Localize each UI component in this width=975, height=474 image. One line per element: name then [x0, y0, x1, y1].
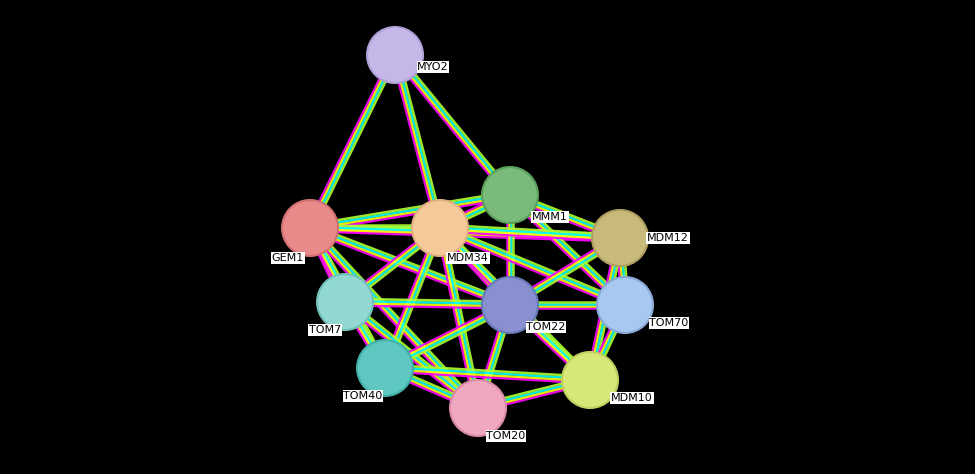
Circle shape [317, 274, 373, 330]
Circle shape [367, 27, 423, 83]
Text: TOM7: TOM7 [309, 325, 341, 335]
Circle shape [562, 352, 618, 408]
Circle shape [482, 277, 538, 333]
Text: MDM10: MDM10 [611, 393, 653, 403]
Circle shape [450, 380, 506, 436]
Text: TOM22: TOM22 [526, 322, 565, 332]
Text: TOM70: TOM70 [649, 318, 688, 328]
Text: MMM1: MMM1 [532, 212, 567, 222]
Text: GEM1: GEM1 [272, 253, 304, 263]
Circle shape [412, 200, 468, 256]
Text: MDM12: MDM12 [647, 233, 689, 243]
Text: MYO2: MYO2 [417, 62, 449, 72]
Circle shape [592, 210, 648, 266]
Text: TOM20: TOM20 [487, 431, 526, 441]
Circle shape [482, 167, 538, 223]
Text: MDM34: MDM34 [448, 253, 488, 263]
Circle shape [282, 200, 338, 256]
Text: TOM40: TOM40 [343, 391, 382, 401]
Circle shape [357, 340, 413, 396]
Circle shape [597, 277, 653, 333]
